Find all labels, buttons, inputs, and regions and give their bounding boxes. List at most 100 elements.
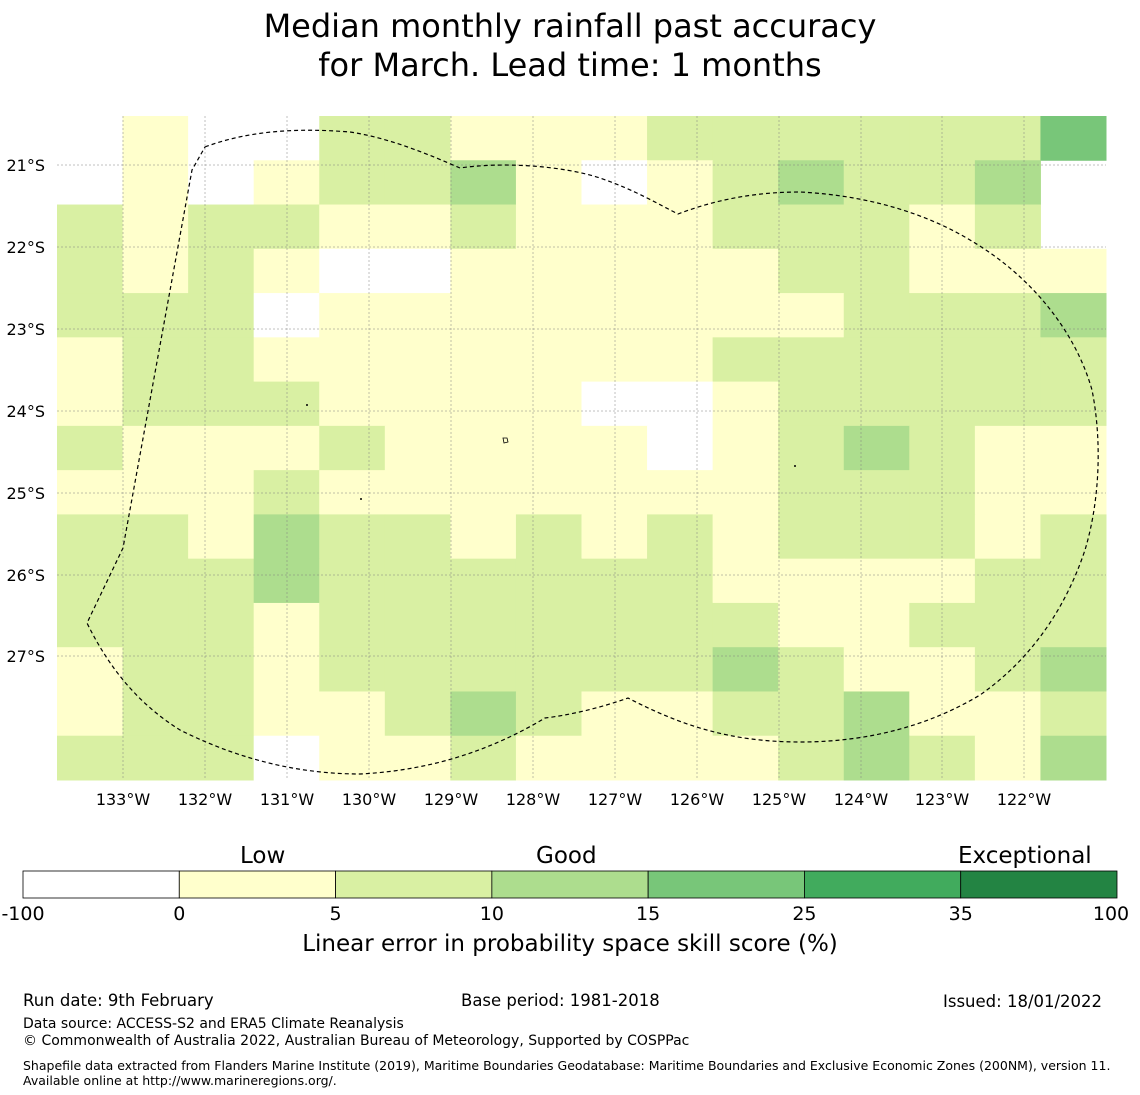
grid-cell: [778, 514, 845, 560]
colorbar-segment: [960, 870, 1118, 899]
grid-cell: [57, 293, 124, 338]
grid-cell: [57, 735, 124, 781]
grid-cell: [909, 425, 976, 471]
skill-grid: [57, 116, 1107, 781]
latitude-label: 25°S: [6, 484, 45, 503]
grid-cell: [909, 248, 976, 294]
latitude-label: 21°S: [6, 156, 45, 175]
grid-cell: [909, 514, 976, 560]
grid-cell: [778, 691, 845, 737]
grid-cell: [581, 248, 648, 294]
grid-cell: [647, 248, 714, 294]
grid-cell: [843, 204, 910, 250]
grid-cell: [581, 470, 648, 515]
grid-cell: [188, 337, 255, 383]
grid-cell: [909, 293, 976, 338]
grid-cell: [712, 337, 779, 383]
grid-cell: [1040, 647, 1107, 692]
grid-cell: [712, 381, 779, 427]
grid-cell: [450, 425, 517, 471]
grid-cell: [450, 558, 517, 604]
grid-cell: [843, 425, 910, 471]
grid-cell: [57, 602, 124, 648]
grid-cell: [253, 293, 320, 338]
grid-cell: [188, 558, 255, 604]
island-marker: [794, 465, 796, 467]
grid-cell: [450, 160, 517, 206]
latitude-label: 22°S: [6, 238, 45, 257]
grid-cell: [188, 514, 255, 560]
grid-cell: [253, 116, 320, 161]
grid-cell: [581, 204, 648, 250]
grid-cell: [909, 160, 976, 206]
shapefile-credit: Shapefile data extracted from Flanders M…: [23, 1058, 1111, 1088]
grid-cell: [450, 248, 517, 294]
grid-cell: [253, 558, 320, 604]
grid-cell: [647, 425, 714, 471]
grid-cell: [974, 381, 1041, 427]
grid-cell: [843, 514, 910, 560]
grid-cell: [647, 337, 714, 383]
grid-cell: [974, 204, 1041, 250]
grid-cell: [1040, 514, 1107, 560]
grid-cell: [974, 558, 1041, 604]
grid-cell: [909, 381, 976, 427]
grid-cell: [450, 735, 517, 781]
grid-cell: [122, 735, 189, 781]
grid-cell: [450, 602, 517, 648]
grid-cell: [515, 735, 582, 781]
grid-cell: [515, 425, 582, 471]
grid-cell: [188, 204, 255, 250]
grid-cell: [384, 381, 451, 427]
grid-cell: [122, 470, 189, 515]
colorbar-segment: [178, 870, 336, 899]
grid-cell: [647, 293, 714, 338]
grid-cell: [778, 470, 845, 515]
grid-cell: [843, 248, 910, 294]
colorbar-tick-label: 5: [329, 903, 342, 925]
grid-cell: [122, 602, 189, 648]
grid-cell: [515, 116, 582, 161]
grid-cell: [778, 425, 845, 471]
grid-cell: [188, 647, 255, 692]
grid-cell: [253, 691, 320, 737]
grid-cell: [122, 425, 189, 471]
grid-cell: [647, 558, 714, 604]
grid-cell: [450, 514, 517, 560]
skill-map: 21°S22°S23°S24°S25°S26°S27°S 133°W 132°W 1…: [6, 116, 1107, 809]
grid-cell: [1040, 425, 1107, 471]
colorbar-tick-label: 25: [792, 903, 817, 925]
map-title-line2: for March. Lead time: 1 months: [318, 46, 822, 84]
base-period: Base period: 1981-2018: [461, 991, 660, 1010]
latitude-labels: 21°S 22°S 23°S 24°S 25°S 26°S 27°S: [6, 156, 45, 666]
grid-cell: [778, 204, 845, 250]
grid-cell: [712, 293, 779, 338]
grid-cell: [384, 425, 451, 471]
graticule: [57, 116, 1106, 780]
grid-cell: [319, 691, 386, 737]
longitude-label: 133°W: [96, 790, 151, 809]
grid-cell: [319, 647, 386, 692]
grid-cell: [974, 160, 1041, 206]
grid-cell: [319, 293, 386, 338]
longitude-label: 126°W: [670, 790, 725, 809]
colorbar-tick-label: 10: [479, 903, 504, 925]
grid-cell: [57, 381, 124, 427]
grid-cell: [188, 248, 255, 294]
grid-cell: [253, 425, 320, 471]
grid-cell: [253, 647, 320, 692]
grid-cell: [319, 558, 386, 604]
eez-boundary: [86, 129, 1099, 775]
longitude-label: 127°W: [588, 790, 643, 809]
grid-cell: [319, 470, 386, 515]
grid-cell: [384, 647, 451, 692]
latitude-label: 27°S: [6, 647, 45, 666]
colorbar-tick-label: 15: [636, 903, 661, 925]
colorbar-segment: [647, 870, 805, 899]
grid-cell: [319, 248, 386, 294]
grid-cell: [253, 337, 320, 383]
grid-cell: [384, 204, 451, 250]
grid-cell: [515, 337, 582, 383]
grid-cell: [384, 337, 451, 383]
grid-cell: [122, 116, 189, 161]
